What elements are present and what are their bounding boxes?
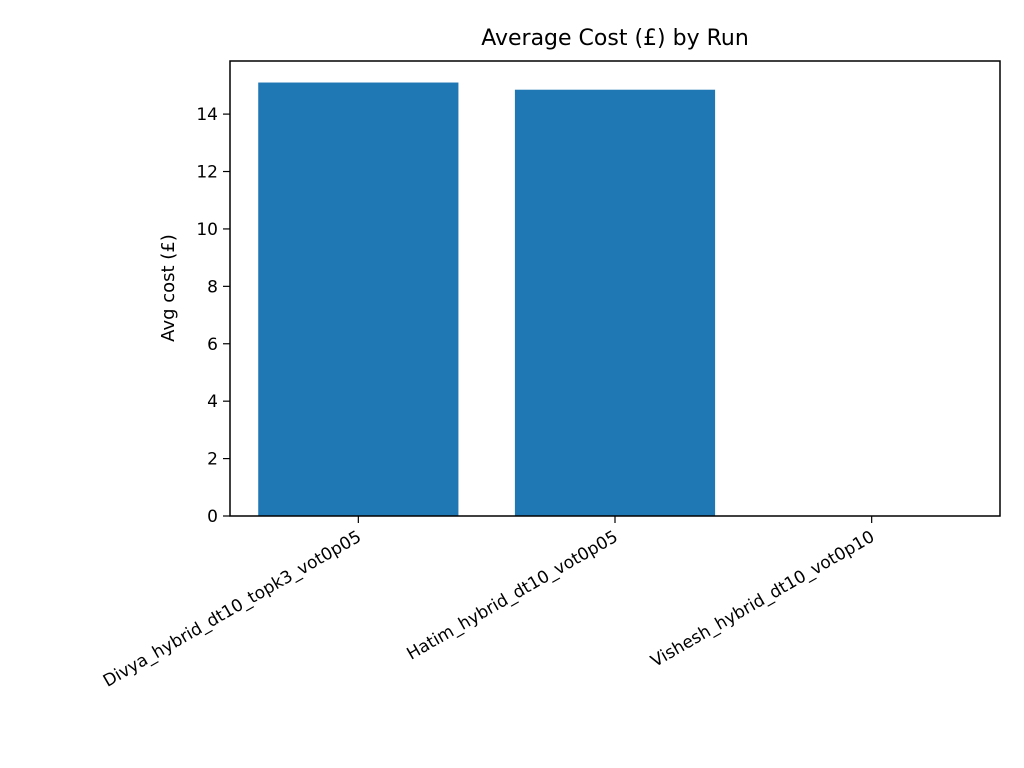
bar-2 xyxy=(514,89,716,517)
y-tick-label-8: 8 xyxy=(207,277,218,297)
bar-1 xyxy=(258,82,459,516)
x-tick-label-3: Vishesh_hybrid_dt10_vot0p10 xyxy=(648,527,879,672)
x-tick-label-1: Divya_hybrid_dt10_topk3_vot0p05 xyxy=(100,527,365,692)
bars-group xyxy=(258,82,716,517)
y-tick-label-10: 10 xyxy=(196,220,218,240)
y-tick-label-4: 4 xyxy=(207,392,218,412)
y-tick-label-12: 12 xyxy=(196,163,218,183)
x-axis: Divya_hybrid_dt10_topk3_vot0p05 Hatim_hyb… xyxy=(100,516,878,692)
y-tick-label-6: 6 xyxy=(207,335,218,355)
y-tick-label-14: 14 xyxy=(196,105,218,125)
y-axis: 0 2 4 6 8 10 12 14 xyxy=(196,105,230,527)
x-tick-label-2: Hatim_hybrid_dt10_vot0p05 xyxy=(403,527,621,664)
y-axis-label: Avg cost (£) xyxy=(158,234,179,342)
y-tick-label-2: 2 xyxy=(207,450,218,470)
plot-frame xyxy=(229,60,1001,517)
chart-title: Average Cost (£) by Run xyxy=(481,26,749,51)
y-tick-label-0: 0 xyxy=(207,507,218,527)
